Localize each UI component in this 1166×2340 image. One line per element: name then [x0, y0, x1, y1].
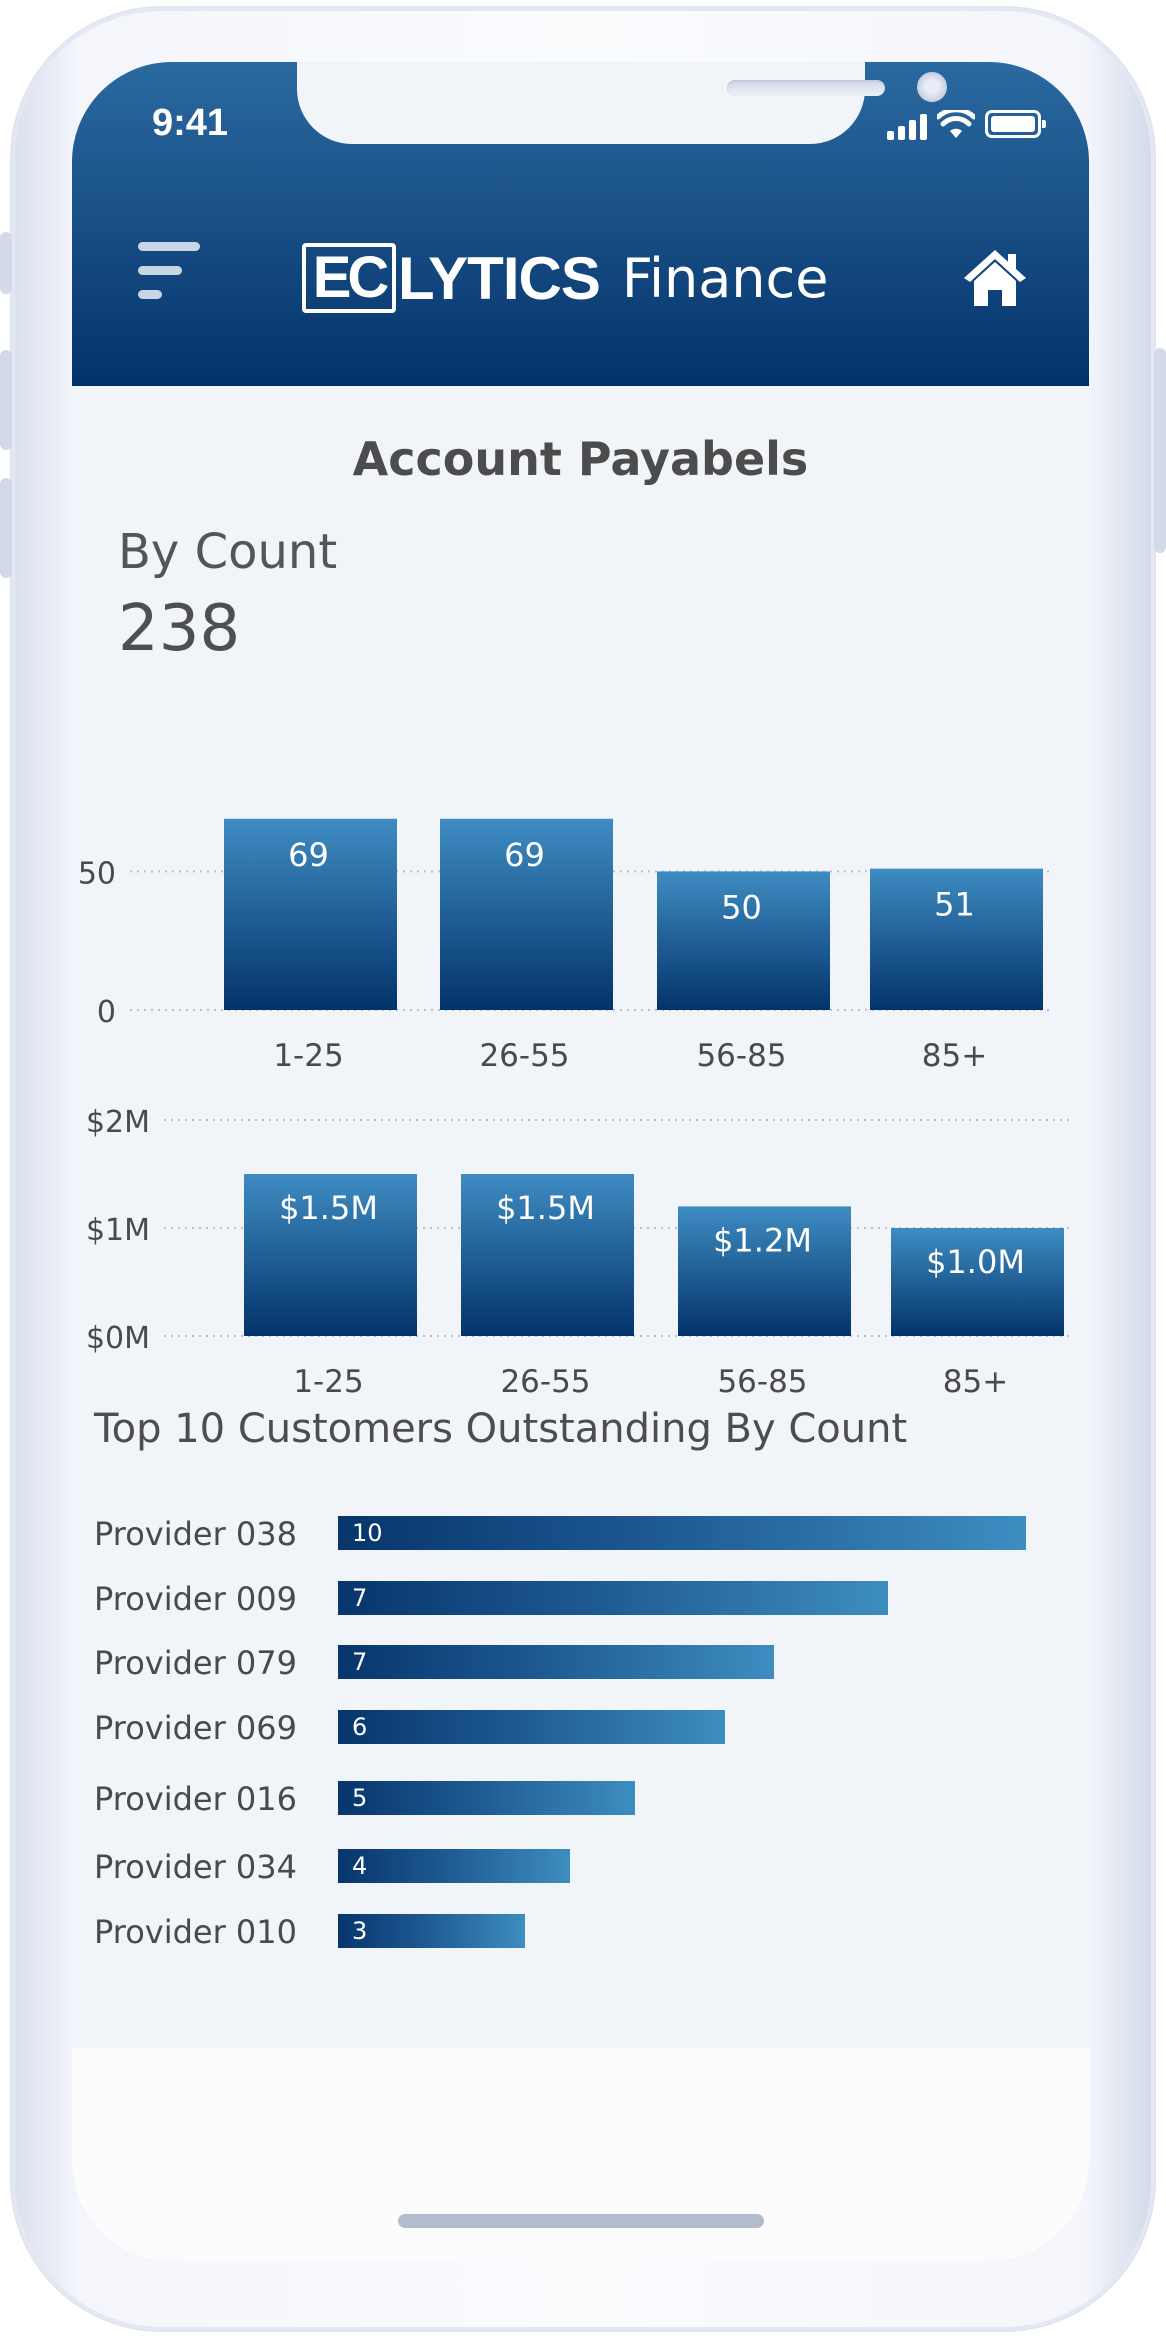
- customer-name: Provider 034: [94, 1848, 297, 1886]
- customer-bar-value: 7: [352, 1584, 368, 1612]
- home-indicator[interactable]: [398, 2214, 764, 2228]
- logo-mark-text: EC: [312, 245, 390, 310]
- customer-bar-value: 5: [352, 1784, 368, 1812]
- data-label: $1.2M: [713, 1221, 812, 1259]
- x-tick-label: 85+: [922, 1038, 987, 1074]
- volume-down-button: [0, 478, 12, 578]
- data-label: $1.5M: [279, 1189, 378, 1227]
- app-logo: EC LYTICS Finance: [302, 240, 828, 316]
- customer-bar: 7: [338, 1645, 774, 1679]
- bar: [870, 868, 1043, 1010]
- x-tick-label: 85+: [943, 1364, 1008, 1400]
- customer-name: Provider 010: [94, 1913, 297, 1951]
- customer-row: Provider 016 5: [72, 1779, 1089, 1819]
- x-tick-label: 56-85: [717, 1364, 807, 1400]
- amount-by-age-chart: $0M $1M $2M $1.5M 1-25 $1.5M 26-55 $1.2M 56-85 $1…: [86, 1105, 1072, 1400]
- customer-row: Provider 009 7: [72, 1579, 1089, 1619]
- customer-bar: 5: [338, 1781, 635, 1815]
- data-label: 69: [288, 836, 329, 874]
- count-by-age-chart: 0 50 69 1-25 69 26-55 50 56-85 51 85+: [78, 818, 1052, 1074]
- customer-bar-value: 6: [352, 1713, 368, 1741]
- customer-name: Provider 069: [94, 1709, 297, 1747]
- data-label: 51: [934, 886, 975, 924]
- x-tick-label: 56-85: [696, 1038, 786, 1074]
- data-label: 50: [721, 888, 762, 926]
- menu-icon[interactable]: [138, 242, 200, 302]
- customer-bar-value: 7: [352, 1648, 368, 1676]
- bar: [891, 1228, 1064, 1336]
- bar: [440, 818, 613, 1010]
- volume-up-button: [0, 350, 12, 450]
- x-tick-label: 1-25: [273, 1038, 343, 1074]
- x-tick-label: 1-25: [293, 1364, 363, 1400]
- screen: 9:41 EC LYTICS Finance: [72, 62, 1089, 2261]
- customer-row: Provider 069 6: [72, 1708, 1089, 1748]
- customer-bar: 7: [338, 1581, 888, 1615]
- bar: [224, 818, 397, 1010]
- customer-row: Provider 034 4: [72, 1847, 1089, 1887]
- notch: [297, 62, 947, 144]
- customer-bar: 3: [338, 1914, 525, 1948]
- wifi-icon: [937, 110, 975, 138]
- data-label: $1.0M: [926, 1243, 1025, 1281]
- page-title: Account Payabels: [352, 432, 809, 486]
- app-header: 9:41 EC LYTICS Finance: [72, 62, 1089, 386]
- mute-switch: [0, 232, 12, 294]
- customer-row: Provider 010 3: [72, 1912, 1089, 1952]
- status-icons: [887, 104, 1046, 140]
- power-button: [1154, 348, 1166, 553]
- battery-icon: [985, 110, 1046, 138]
- logo-suffix: Finance: [621, 246, 829, 310]
- customer-bar-value: 3: [352, 1917, 368, 1945]
- customer-bar-value: 4: [352, 1852, 368, 1880]
- bar: [678, 1206, 851, 1336]
- customer-bar: 10: [338, 1516, 1026, 1550]
- y-tick-label: $1M: [86, 1213, 150, 1248]
- customer-name: Provider 079: [94, 1644, 297, 1682]
- y-tick-label: 0: [97, 995, 116, 1030]
- customer-bar: 6: [338, 1710, 725, 1744]
- home-icon[interactable]: [962, 248, 1028, 308]
- customer-name: Provider 038: [94, 1515, 297, 1553]
- x-tick-label: 26-55: [500, 1364, 590, 1400]
- customer-row: Provider 038 10: [72, 1514, 1089, 1554]
- bar: [461, 1174, 634, 1336]
- speaker-grille: [727, 80, 885, 96]
- count-label: By Count: [118, 524, 338, 580]
- signal-icon: [887, 112, 927, 140]
- bar: [244, 1174, 417, 1336]
- logo-wordmark: LYTICS: [398, 244, 601, 312]
- y-tick-label: $0M: [86, 1321, 150, 1356]
- customer-row: Provider 079 7: [72, 1643, 1089, 1683]
- logo-mark: EC: [302, 243, 396, 313]
- y-tick-label: $2M: [86, 1105, 150, 1140]
- footer-area: [72, 2048, 1089, 2261]
- data-label: 69: [504, 836, 545, 874]
- bar: [657, 871, 830, 1010]
- data-label: $1.5M: [496, 1189, 595, 1227]
- y-tick-label: 50: [78, 856, 116, 891]
- front-camera: [917, 72, 947, 102]
- status-time: 9:41: [152, 102, 229, 144]
- count-value: 238: [118, 592, 241, 666]
- x-tick-label: 26-55: [479, 1038, 569, 1074]
- top-customers-title: Top 10 Customers Outstanding By Count: [94, 1406, 908, 1452]
- customer-name: Provider 009: [94, 1580, 297, 1618]
- customer-name: Provider 016: [94, 1780, 297, 1818]
- customer-bar: 4: [338, 1849, 570, 1883]
- customer-bar-value: 10: [352, 1519, 383, 1547]
